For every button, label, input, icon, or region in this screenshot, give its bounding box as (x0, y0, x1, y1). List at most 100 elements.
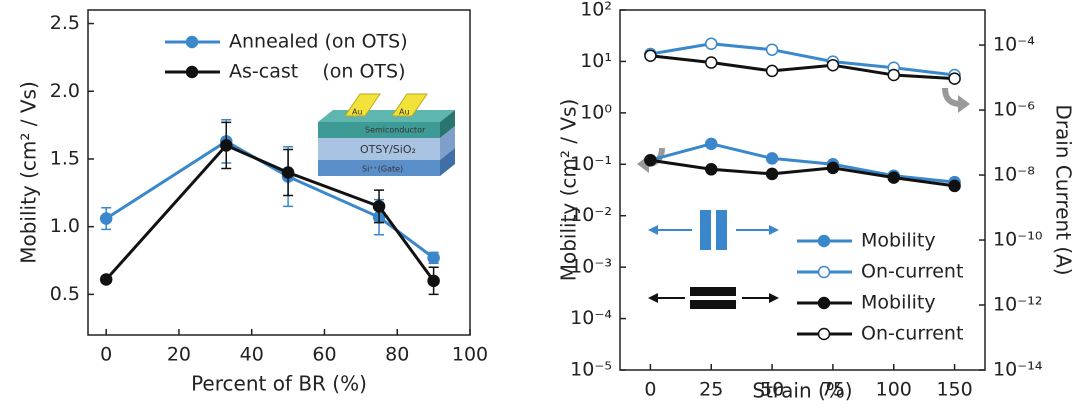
x-axis-title: Percent of BR (%) (191, 372, 367, 396)
series-line (650, 42, 955, 77)
semiconductor-layer (440, 110, 455, 138)
legend-marker (185, 65, 199, 79)
legend-marker (185, 35, 199, 49)
y-tick-label: 10⁰ (580, 101, 612, 123)
marker (826, 161, 840, 175)
marker (427, 251, 440, 265)
y2-tick-label: 10⁻⁸ (993, 164, 1035, 186)
axis-arrow (958, 95, 970, 113)
strain-arrow (769, 225, 779, 235)
legend-marker (817, 234, 831, 248)
x-tick-label: 100 (452, 344, 488, 366)
marker (705, 56, 718, 69)
marker (826, 58, 840, 72)
marker (765, 152, 779, 165)
legend-label: As-cast (on OTS) (229, 61, 406, 83)
x-tick-label: 20 (167, 344, 191, 366)
dielectric-layer (318, 138, 440, 160)
inset-label: OTSY/SiO₂ (360, 143, 416, 156)
strain-bar (700, 210, 711, 250)
strain-bar (716, 210, 727, 250)
marker (705, 163, 718, 176)
y2-tick-label: 10⁻¹⁴ (993, 359, 1043, 381)
legend-label: On-current (861, 323, 963, 345)
strain-arrow (648, 293, 658, 303)
x-tick-label: 50 (760, 379, 784, 401)
marker (765, 167, 779, 181)
y-tick-label: 10⁻³ (570, 256, 612, 278)
inset-label: Au (352, 108, 363, 117)
y-axis-title: Mobility (cm² / Vs) (17, 81, 41, 264)
marker (948, 72, 961, 85)
y-tick-label: 0.5 (50, 283, 80, 305)
marker (765, 43, 779, 56)
marker (372, 200, 386, 213)
strain-arrow (648, 225, 658, 235)
marker (281, 166, 295, 179)
dielectric-layer (440, 126, 455, 160)
plot-frame (619, 9, 986, 371)
legend-label: Mobility (861, 230, 936, 252)
x-tick-label: 150 (936, 379, 972, 401)
strain-arrow (769, 293, 779, 303)
series-line (650, 142, 955, 184)
marker (705, 37, 718, 50)
y-tick-label: 10⁻⁴ (570, 307, 612, 329)
inset-label: Si⁺⁺(Gate) (362, 165, 403, 174)
semiconductor-layer (318, 110, 455, 122)
marker (705, 137, 718, 151)
series-line (650, 54, 955, 81)
y-tick-label: 10² (580, 0, 612, 21)
gate-layer (318, 160, 440, 176)
electrode (391, 93, 428, 117)
marker (219, 139, 233, 152)
x-tick-label: 75 (821, 379, 845, 401)
marker (99, 212, 113, 225)
y-tick-label: 10⁻² (570, 204, 612, 226)
legend-marker (817, 327, 831, 341)
y2-tick-label: 10⁻¹⁰ (993, 229, 1042, 251)
y-tick-label: 10¹ (580, 50, 612, 72)
y-tick-label: 1.5 (50, 147, 80, 169)
y-tick-label: 2.5 (50, 12, 80, 34)
x-tick-label: 60 (312, 344, 336, 366)
marker (887, 68, 900, 82)
marker (948, 179, 961, 193)
y-tick-label: 10⁻⁵ (570, 359, 612, 381)
legend-marker (817, 296, 831, 310)
legend-label: Annealed (on OTS) (229, 31, 408, 53)
x-tick-label: 100 (876, 379, 912, 401)
marker (99, 273, 113, 286)
x-tick-label: 0 (644, 379, 656, 401)
series-line (650, 158, 955, 188)
legend-label: On-current (861, 261, 963, 283)
y2-tick-label: 10⁻⁶ (993, 99, 1035, 121)
x-axis-title: Strain (%) (752, 379, 852, 403)
y2-axis-title: Drain Current (A) (1052, 104, 1076, 275)
x-tick-label: 40 (240, 344, 264, 366)
inset-label: Semiconductor (365, 126, 426, 135)
marker (427, 274, 440, 288)
x-tick-label: 25 (699, 379, 723, 401)
legend-marker (817, 265, 831, 279)
marker (887, 171, 900, 184)
strain-bar (690, 287, 736, 296)
y-axis-title: Mobility (cm² / Vs) (557, 99, 581, 282)
x-tick-label: 80 (385, 344, 409, 366)
y2-tick-label: 10⁻⁴ (993, 34, 1035, 56)
inset-label: Au (399, 108, 410, 117)
strain-icon (648, 210, 779, 309)
marker (644, 49, 657, 62)
strain-bar (690, 300, 736, 309)
marker (765, 64, 779, 78)
device-inset: Au Au Semiconductor OTSY/SiO₂ Si⁺⁺(Gate) (318, 93, 455, 176)
x-tick-label: 0 (100, 344, 112, 366)
legend-label: Mobility (861, 292, 936, 314)
y-tick-label: 10⁻¹ (570, 153, 612, 175)
y2-tick-label: 10⁻¹² (993, 294, 1042, 316)
y-tick-label: 2.0 (50, 80, 80, 102)
plot-frame (87, 9, 471, 336)
semiconductor-layer (318, 122, 440, 138)
gate-layer (440, 148, 455, 176)
